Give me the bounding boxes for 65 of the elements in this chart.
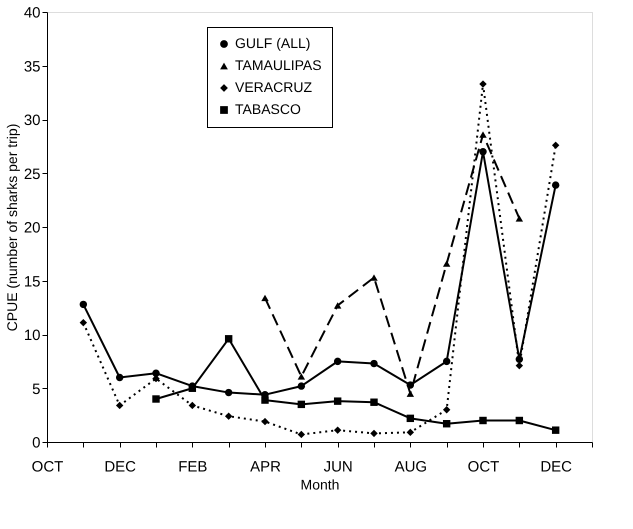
point: [406, 414, 414, 422]
point: [516, 416, 524, 424]
legend-label: TABASCO: [235, 101, 301, 117]
y-tick-label: 15: [24, 273, 40, 290]
legend-label: VERACRUZ: [235, 79, 312, 95]
x-tick-label: DEC: [104, 458, 136, 476]
point: [370, 430, 378, 438]
y-tick-label: 20: [24, 220, 40, 236]
point: [552, 181, 560, 189]
y-tick-label: 5: [32, 380, 40, 398]
y-axis-title: CPUE (number of sharks per trip): [4, 124, 20, 332]
legend-label: GULF (ALL): [235, 35, 310, 51]
point: [188, 384, 196, 392]
point: [261, 418, 269, 426]
point: [298, 382, 306, 390]
y-tick-label: 0: [32, 434, 40, 452]
x-tick-label: OCT: [32, 458, 64, 476]
y-tick-label: 40: [24, 4, 40, 22]
point: [334, 397, 342, 405]
point: [334, 358, 342, 366]
point: [224, 412, 232, 420]
legend-label: TAMAULIPAS: [235, 57, 322, 73]
point: [552, 426, 560, 434]
point: [80, 300, 88, 308]
x-tick-label: DEC: [540, 458, 572, 476]
point: [298, 373, 306, 380]
y-tick-label: 35: [24, 58, 40, 76]
x-tick-label: AUG: [394, 458, 428, 476]
point: [516, 356, 524, 363]
point: [334, 426, 342, 434]
point: [479, 80, 487, 88]
point: [261, 396, 269, 404]
point: [370, 360, 378, 368]
x-axis-title: Month: [300, 476, 340, 492]
point: [406, 428, 414, 436]
x-tick-label: OCT: [468, 458, 500, 476]
point: [479, 148, 487, 156]
point: [370, 274, 378, 281]
point: [516, 362, 524, 370]
point: [442, 260, 450, 267]
point: [116, 374, 124, 382]
point: [224, 335, 232, 343]
x-tick-label: APR: [250, 458, 282, 476]
point: [298, 400, 306, 408]
y-tick-label: 25: [24, 166, 40, 183]
point: [188, 402, 196, 410]
point: [298, 430, 306, 438]
x-tick-label: JUN: [324, 458, 353, 476]
y-tick-label: 10: [24, 327, 40, 344]
point: [552, 142, 560, 150]
y-tick-label: 30: [24, 112, 40, 129]
point: [261, 294, 269, 302]
point: [479, 131, 487, 138]
point: [406, 381, 414, 389]
point: [224, 388, 232, 396]
point: [516, 215, 524, 222]
point: [116, 402, 124, 410]
point: [80, 318, 88, 326]
point: [406, 390, 414, 397]
point: [442, 420, 450, 428]
point: [370, 398, 378, 406]
x-tick-label: FEB: [178, 458, 208, 476]
point: [334, 302, 342, 309]
point: [442, 406, 450, 414]
point: [442, 358, 450, 366]
